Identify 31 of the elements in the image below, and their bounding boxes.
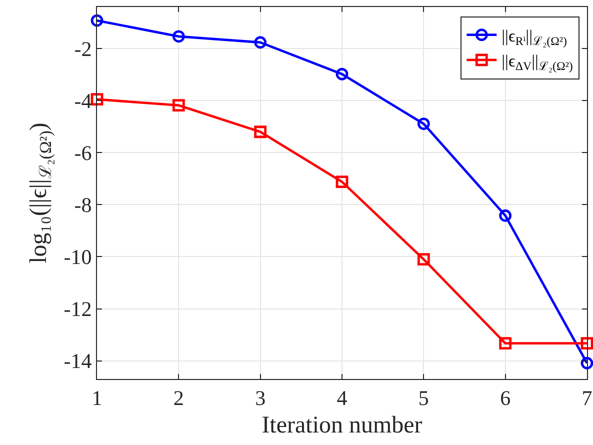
y-tick-label: -8 <box>74 193 92 218</box>
x-tick-label: 5 <box>418 386 429 410</box>
y-tick-label: -2 <box>74 36 92 61</box>
x-tick-label: 3 <box>255 386 266 410</box>
point <box>336 176 348 188</box>
point <box>499 337 512 350</box>
point <box>172 30 185 43</box>
point <box>90 93 104 106</box>
x-tick-label: 7 <box>582 386 592 410</box>
point <box>417 253 430 266</box>
y-tick-label: -12 <box>64 297 92 322</box>
point <box>336 68 348 80</box>
y-tick-label: -4 <box>74 89 92 113</box>
y-tick-label: -6 <box>74 141 92 166</box>
y-tick-label: -10 <box>64 245 92 270</box>
x-tick-label: 1 <box>92 386 102 410</box>
point <box>580 337 593 350</box>
legend-label: ||ϵ$_{ΔV}$||$_{ℒ₂(Ω²)}$ <box>502 52 573 74</box>
point <box>580 356 593 370</box>
point <box>417 118 430 130</box>
point <box>172 99 185 112</box>
point <box>90 14 104 27</box>
y-tick-label: -14 <box>64 349 92 374</box>
x-tick-label: 4 <box>336 386 348 410</box>
point <box>499 209 512 222</box>
x-tick-label: 2 <box>173 386 184 410</box>
legend-label: ||ϵ$_{Rⁱ}$||$_{ℒ₂(Ω²)}$ <box>502 26 567 48</box>
x-axis-title: Iteration number <box>262 412 422 438</box>
point <box>254 126 267 138</box>
point <box>254 36 267 49</box>
x-tick-label: 6 <box>500 386 511 410</box>
